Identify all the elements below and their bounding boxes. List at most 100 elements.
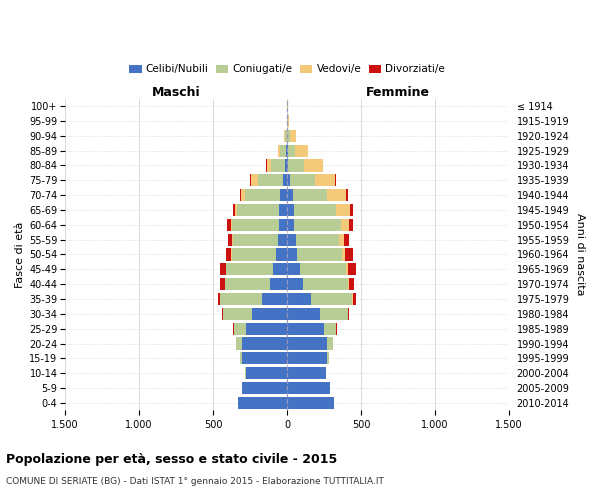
Bar <box>223 308 251 320</box>
Bar <box>287 278 302 290</box>
Bar <box>349 218 353 231</box>
Bar <box>287 234 296 245</box>
Bar <box>233 234 278 245</box>
Bar <box>280 204 287 216</box>
Bar <box>287 160 289 172</box>
Bar <box>232 234 233 245</box>
Bar <box>290 174 315 186</box>
Bar <box>335 174 336 186</box>
Y-axis label: Fasce di età: Fasce di età <box>15 222 25 288</box>
Bar <box>279 218 287 231</box>
Bar <box>296 234 339 245</box>
Bar <box>295 144 308 156</box>
Bar <box>320 308 348 320</box>
Bar <box>346 263 349 276</box>
Bar <box>220 263 226 276</box>
Bar <box>232 248 276 260</box>
Text: Popolazione per età, sesso e stato civile - 2015: Popolazione per età, sesso e stato civil… <box>6 452 337 466</box>
Bar <box>287 204 294 216</box>
Bar <box>349 278 354 290</box>
Bar <box>327 338 333 349</box>
Bar <box>304 160 323 172</box>
Y-axis label: Anni di nascita: Anni di nascita <box>575 213 585 296</box>
Bar <box>327 352 329 364</box>
Bar <box>227 218 230 231</box>
Bar <box>233 322 245 335</box>
Bar <box>226 248 230 260</box>
Bar <box>236 338 242 349</box>
Bar <box>230 218 232 231</box>
Bar <box>302 278 348 290</box>
Bar <box>286 144 287 156</box>
Bar <box>350 204 353 216</box>
Bar <box>278 234 287 245</box>
Bar <box>348 308 349 320</box>
Bar <box>287 174 290 186</box>
Bar <box>280 189 287 201</box>
Bar <box>287 115 289 127</box>
Bar <box>348 278 349 290</box>
Bar <box>245 367 287 380</box>
Bar <box>287 189 293 201</box>
Bar <box>324 322 336 335</box>
Bar <box>228 234 232 245</box>
Bar <box>339 234 344 245</box>
Bar <box>287 130 290 142</box>
Bar <box>287 144 295 156</box>
Bar <box>258 174 283 186</box>
Bar <box>287 382 330 394</box>
Legend: Celibi/Nubili, Coniugati/e, Vedovi/e, Divorziati/e: Celibi/Nubili, Coniugati/e, Vedovi/e, Di… <box>125 60 449 78</box>
Bar <box>299 263 346 276</box>
Bar <box>290 130 296 142</box>
Bar <box>287 248 298 260</box>
Bar <box>341 218 349 231</box>
Bar <box>285 160 287 172</box>
Bar <box>287 263 299 276</box>
Text: Maschi: Maschi <box>152 86 200 98</box>
Text: COMUNE DI SERIATE (BG) - Dati ISTAT 1° gennaio 2015 - Elaborazione TUTTITALIA.IT: COMUNE DI SERIATE (BG) - Dati ISTAT 1° g… <box>6 478 384 486</box>
Bar <box>311 293 352 305</box>
Bar <box>245 189 280 201</box>
Bar <box>285 130 287 142</box>
Bar <box>245 322 287 335</box>
Bar <box>287 308 320 320</box>
Bar <box>242 338 287 349</box>
Bar <box>283 174 287 186</box>
Bar <box>251 308 287 320</box>
Bar <box>230 248 232 260</box>
Bar <box>225 278 270 290</box>
Bar <box>266 160 271 172</box>
Bar <box>293 189 328 201</box>
Bar <box>242 352 287 364</box>
Bar <box>287 367 326 380</box>
Bar <box>287 397 334 409</box>
Bar <box>287 338 327 349</box>
Bar <box>287 293 311 305</box>
Bar <box>235 204 237 216</box>
Bar <box>240 189 241 201</box>
Bar <box>280 144 286 156</box>
Bar <box>287 322 324 335</box>
Bar <box>220 278 224 290</box>
Bar <box>337 204 350 216</box>
Bar <box>342 248 346 260</box>
Bar <box>232 218 279 231</box>
Bar <box>353 293 356 305</box>
Bar <box>241 189 245 201</box>
Bar <box>251 174 258 186</box>
Bar <box>218 293 220 305</box>
Bar <box>276 248 287 260</box>
Bar <box>346 248 353 260</box>
Bar <box>242 382 287 394</box>
Bar <box>237 204 280 216</box>
Bar <box>273 263 287 276</box>
Bar <box>289 160 304 172</box>
Bar <box>278 144 280 156</box>
Bar <box>287 218 295 231</box>
Bar <box>226 263 273 276</box>
Bar <box>298 248 342 260</box>
Bar <box>270 278 287 290</box>
Bar <box>271 160 285 172</box>
Bar <box>344 234 349 245</box>
Bar <box>328 189 346 201</box>
